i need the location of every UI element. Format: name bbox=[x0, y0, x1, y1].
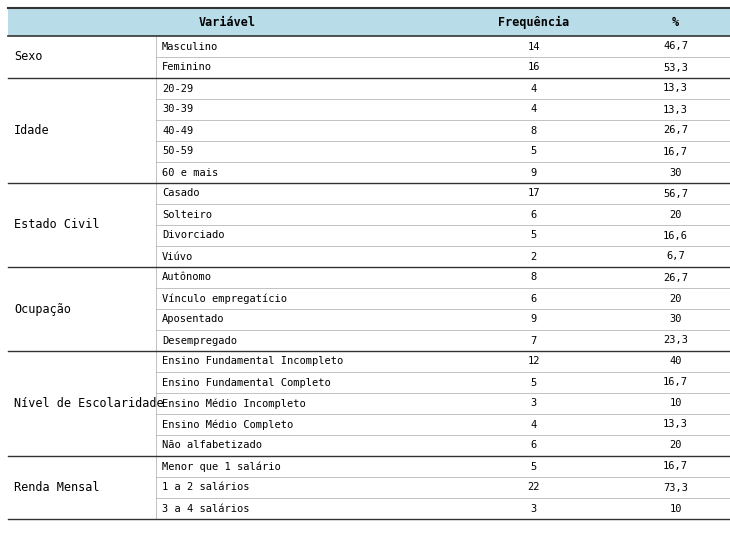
Text: Sexo: Sexo bbox=[14, 51, 42, 63]
Text: 13,3: 13,3 bbox=[663, 104, 688, 114]
Text: Renda Mensal: Renda Mensal bbox=[14, 481, 99, 494]
Text: Ensino Fundamental Incompleto: Ensino Fundamental Incompleto bbox=[162, 356, 343, 366]
Text: 73,3: 73,3 bbox=[663, 482, 688, 492]
Text: 16,7: 16,7 bbox=[663, 377, 688, 387]
Text: Divorciado: Divorciado bbox=[162, 230, 225, 240]
Text: 30: 30 bbox=[669, 168, 682, 178]
Text: Aposentado: Aposentado bbox=[162, 315, 225, 325]
Text: 5: 5 bbox=[531, 377, 537, 387]
Text: 3: 3 bbox=[531, 503, 537, 513]
Text: Masculino: Masculino bbox=[162, 42, 218, 52]
Text: 26,7: 26,7 bbox=[663, 125, 688, 135]
Text: 10: 10 bbox=[669, 398, 682, 408]
Text: 6: 6 bbox=[531, 441, 537, 451]
Text: Solteiro: Solteiro bbox=[162, 209, 212, 219]
Text: 4: 4 bbox=[531, 83, 537, 93]
Text: 5: 5 bbox=[531, 230, 537, 240]
Text: Não alfabetizado: Não alfabetizado bbox=[162, 441, 262, 451]
Text: 16: 16 bbox=[527, 63, 539, 73]
Text: Ocupação: Ocupação bbox=[14, 302, 71, 315]
Text: 6,7: 6,7 bbox=[666, 251, 685, 261]
Text: 1 a 2 salários: 1 a 2 salários bbox=[162, 482, 250, 492]
Text: 5: 5 bbox=[531, 147, 537, 157]
Text: Casado: Casado bbox=[162, 189, 199, 199]
Text: Frequência: Frequência bbox=[498, 16, 569, 28]
Bar bbox=[8, 8, 730, 36]
Text: Estado Civil: Estado Civil bbox=[14, 219, 99, 231]
Text: 16,7: 16,7 bbox=[663, 462, 688, 472]
Text: 6: 6 bbox=[531, 209, 537, 219]
Text: 16,6: 16,6 bbox=[663, 230, 688, 240]
Text: 8: 8 bbox=[531, 273, 537, 282]
Text: Feminino: Feminino bbox=[162, 63, 212, 73]
Text: Vínculo empregatício: Vínculo empregatício bbox=[162, 293, 287, 304]
Text: 8: 8 bbox=[531, 125, 537, 135]
Text: 20: 20 bbox=[669, 441, 682, 451]
Text: 13,3: 13,3 bbox=[663, 83, 688, 93]
Text: 20-29: 20-29 bbox=[162, 83, 193, 93]
Text: 4: 4 bbox=[531, 420, 537, 430]
Text: 53,3: 53,3 bbox=[663, 63, 688, 73]
Text: 9: 9 bbox=[531, 168, 537, 178]
Text: 3: 3 bbox=[531, 398, 537, 408]
Text: Menor que 1 salário: Menor que 1 salário bbox=[162, 461, 281, 472]
Text: 40-49: 40-49 bbox=[162, 125, 193, 135]
Text: Idade: Idade bbox=[14, 124, 50, 137]
Text: 4: 4 bbox=[531, 104, 537, 114]
Text: Nível de Escolaridade: Nível de Escolaridade bbox=[14, 397, 164, 410]
Text: 17: 17 bbox=[527, 189, 539, 199]
Text: Ensino Médio Completo: Ensino Médio Completo bbox=[162, 419, 293, 430]
Text: 10: 10 bbox=[669, 503, 682, 513]
Text: 12: 12 bbox=[527, 356, 539, 366]
Text: 7: 7 bbox=[531, 336, 537, 346]
Text: 13,3: 13,3 bbox=[663, 420, 688, 430]
Text: Desempregado: Desempregado bbox=[162, 336, 237, 346]
Text: Variável: Variável bbox=[199, 16, 255, 28]
Text: 30-39: 30-39 bbox=[162, 104, 193, 114]
Text: %: % bbox=[672, 16, 679, 28]
Text: 40: 40 bbox=[669, 356, 682, 366]
Text: 26,7: 26,7 bbox=[663, 273, 688, 282]
Text: 20: 20 bbox=[669, 294, 682, 304]
Text: 14: 14 bbox=[527, 42, 539, 52]
Text: 6: 6 bbox=[531, 294, 537, 304]
Text: 2: 2 bbox=[531, 251, 537, 261]
Text: Ensino Fundamental Completo: Ensino Fundamental Completo bbox=[162, 377, 331, 387]
Text: 5: 5 bbox=[531, 462, 537, 472]
Text: 20: 20 bbox=[669, 209, 682, 219]
Text: 30: 30 bbox=[669, 315, 682, 325]
Text: 9: 9 bbox=[531, 315, 537, 325]
Text: 56,7: 56,7 bbox=[663, 189, 688, 199]
Text: 23,3: 23,3 bbox=[663, 336, 688, 346]
Text: 22: 22 bbox=[527, 482, 539, 492]
Text: 16,7: 16,7 bbox=[663, 147, 688, 157]
Text: Autônomo: Autônomo bbox=[162, 273, 212, 282]
Text: 3 a 4 salários: 3 a 4 salários bbox=[162, 503, 250, 513]
Text: Viúvo: Viúvo bbox=[162, 251, 193, 261]
Text: 60 e mais: 60 e mais bbox=[162, 168, 218, 178]
Text: 46,7: 46,7 bbox=[663, 42, 688, 52]
Text: Ensino Médio Incompleto: Ensino Médio Incompleto bbox=[162, 398, 306, 408]
Text: 50-59: 50-59 bbox=[162, 147, 193, 157]
